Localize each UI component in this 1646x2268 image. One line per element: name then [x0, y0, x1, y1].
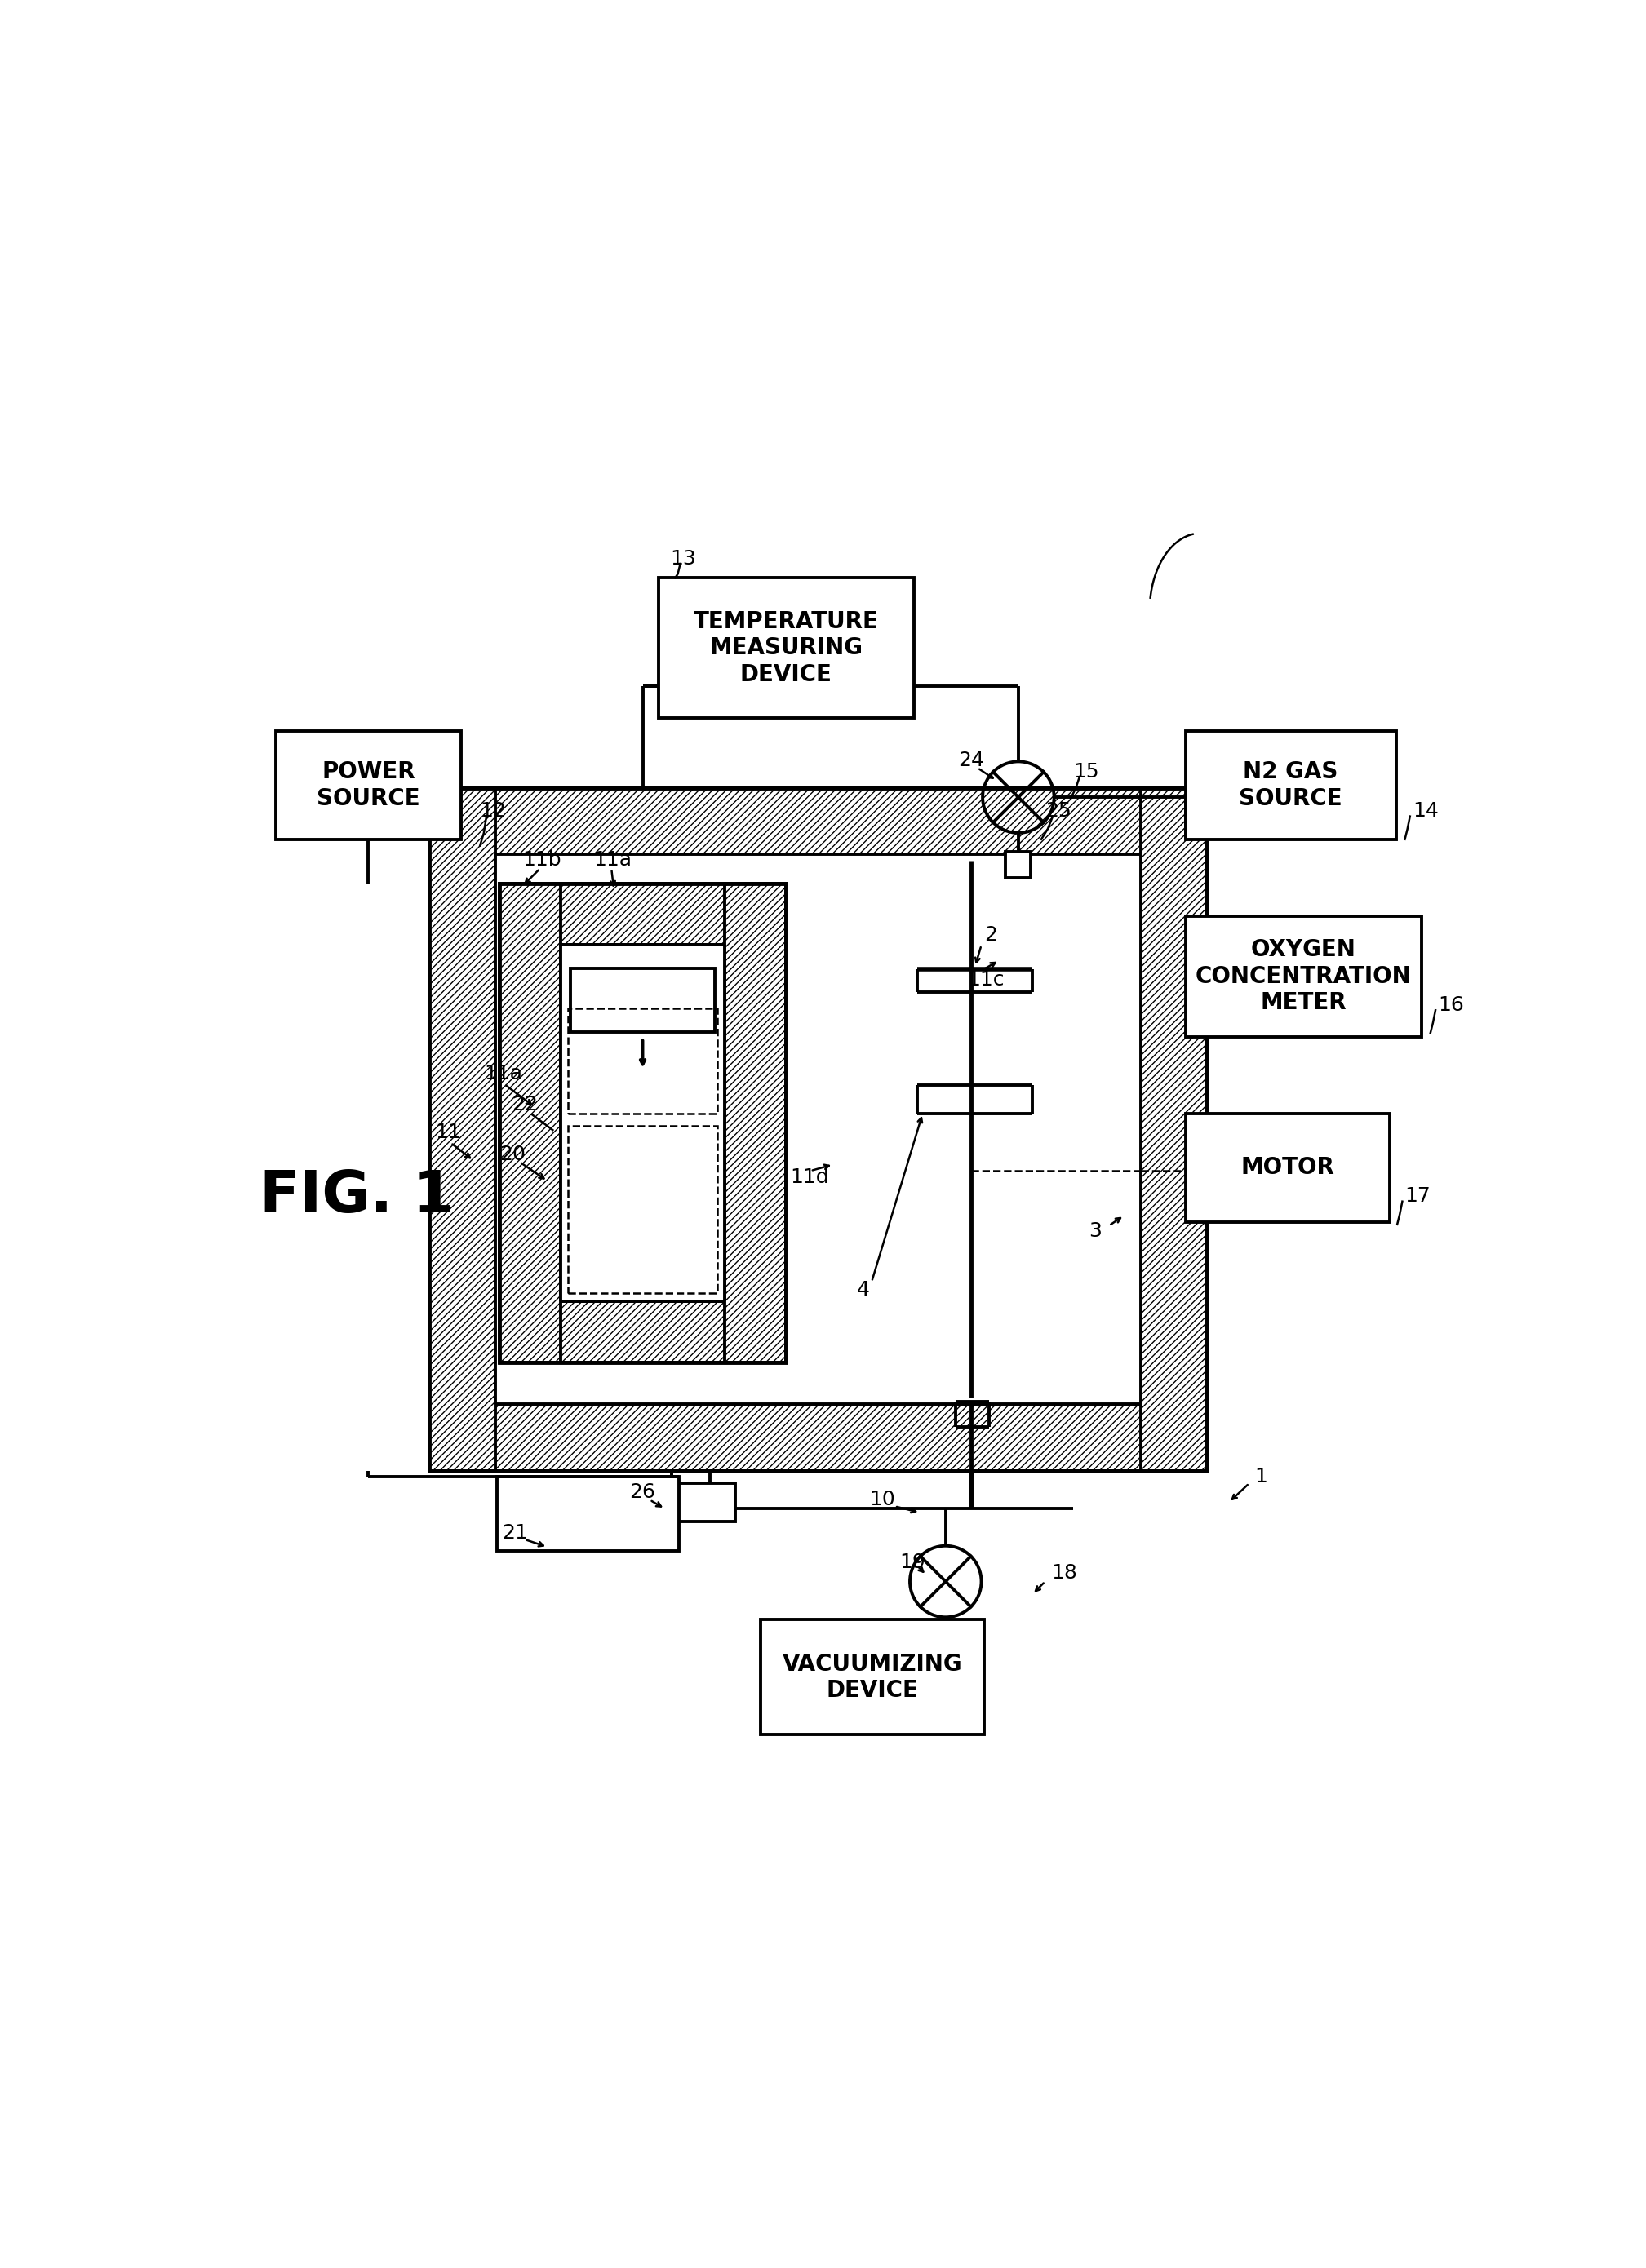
Text: 13: 13	[670, 549, 696, 569]
FancyBboxPatch shape	[760, 1619, 984, 1735]
FancyBboxPatch shape	[499, 885, 787, 946]
Text: N2 GAS
SOURCE: N2 GAS SOURCE	[1239, 760, 1343, 810]
FancyBboxPatch shape	[430, 789, 495, 1470]
FancyBboxPatch shape	[1006, 853, 1030, 878]
FancyBboxPatch shape	[277, 730, 461, 839]
FancyBboxPatch shape	[724, 885, 787, 1363]
FancyBboxPatch shape	[499, 885, 560, 1363]
Text: 22: 22	[512, 1095, 538, 1114]
Text: 19: 19	[900, 1554, 925, 1572]
Text: 11b: 11b	[522, 850, 561, 869]
Text: 21: 21	[502, 1524, 528, 1542]
Text: 11a: 11a	[484, 1064, 522, 1084]
FancyBboxPatch shape	[560, 946, 724, 1302]
Text: 24: 24	[958, 751, 984, 771]
Text: 16: 16	[1439, 996, 1463, 1014]
FancyBboxPatch shape	[495, 855, 1141, 1404]
Text: 11: 11	[435, 1123, 461, 1143]
FancyBboxPatch shape	[499, 1302, 787, 1363]
Text: 10: 10	[869, 1490, 895, 1510]
FancyBboxPatch shape	[430, 1404, 1207, 1470]
Text: FIG. 1: FIG. 1	[260, 1168, 454, 1225]
Text: 12: 12	[481, 801, 505, 821]
FancyBboxPatch shape	[1185, 1114, 1389, 1222]
FancyBboxPatch shape	[658, 578, 914, 719]
FancyBboxPatch shape	[571, 968, 714, 1032]
Text: 26: 26	[629, 1483, 655, 1501]
Text: TEMPERATURE
MEASURING
DEVICE: TEMPERATURE MEASURING DEVICE	[693, 610, 879, 685]
Text: 4: 4	[856, 1279, 869, 1300]
FancyBboxPatch shape	[658, 1483, 736, 1522]
Text: 1: 1	[1254, 1467, 1267, 1488]
FancyBboxPatch shape	[497, 1476, 680, 1551]
Text: 17: 17	[1406, 1186, 1430, 1207]
Text: 15: 15	[1073, 762, 1100, 782]
Text: 14: 14	[1412, 801, 1439, 821]
Text: POWER
SOURCE: POWER SOURCE	[316, 760, 420, 810]
Text: 2: 2	[984, 925, 997, 946]
Text: VACUUMIZING
DEVICE: VACUUMIZING DEVICE	[782, 1653, 963, 1701]
Text: 20: 20	[499, 1145, 525, 1163]
Text: 3: 3	[1088, 1220, 1101, 1241]
FancyBboxPatch shape	[1185, 730, 1396, 839]
Text: 18: 18	[1052, 1563, 1078, 1583]
FancyBboxPatch shape	[1185, 916, 1422, 1036]
Text: 11a: 11a	[594, 850, 632, 869]
Text: MOTOR: MOTOR	[1241, 1157, 1335, 1179]
Text: 11d: 11d	[790, 1168, 830, 1186]
FancyBboxPatch shape	[1141, 789, 1207, 1470]
FancyBboxPatch shape	[430, 789, 1207, 855]
Text: 25: 25	[1045, 801, 1072, 821]
Text: OXYGEN
CONCENTRATION
METER: OXYGEN CONCENTRATION METER	[1195, 939, 1412, 1014]
Text: 11c: 11c	[968, 971, 1004, 989]
